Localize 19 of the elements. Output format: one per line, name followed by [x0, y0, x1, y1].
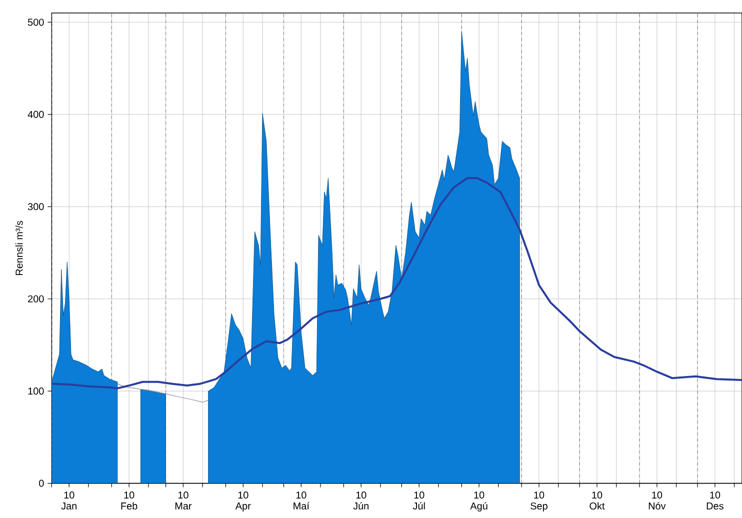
x-tick-label: 10 Feb — [121, 492, 138, 510]
x-tick-label: 10 Maí — [294, 492, 310, 510]
y-axis-title: Rennsli m³/s — [15, 220, 23, 276]
x-tick-label: 10 Jan — [61, 492, 76, 510]
y-tick-label: 400 — [28, 110, 44, 118]
x-tick-label: 10 Mar — [175, 492, 192, 510]
x-tick-label: 10 Sep — [530, 492, 548, 512]
x-tick-label: 10 Júl — [412, 492, 425, 510]
y-tick-label: 300 — [28, 203, 44, 210]
y-tick-label: 200 — [28, 295, 44, 302]
y-tick-label: 500 — [28, 18, 44, 26]
x-tick-label: 10 Nóv — [648, 492, 666, 510]
x-tick-label: 10 Jún — [353, 492, 368, 510]
x-tick-label: 10 Okt — [590, 492, 605, 510]
y-tick-label: 0 — [39, 480, 44, 487]
x-tick-label: 10 Agú — [470, 492, 488, 512]
x-tick-label: 10 Apr — [235, 492, 251, 512]
y-tick-label: 100 — [28, 388, 44, 395]
x-tick-label: 10 Des — [706, 492, 724, 510]
